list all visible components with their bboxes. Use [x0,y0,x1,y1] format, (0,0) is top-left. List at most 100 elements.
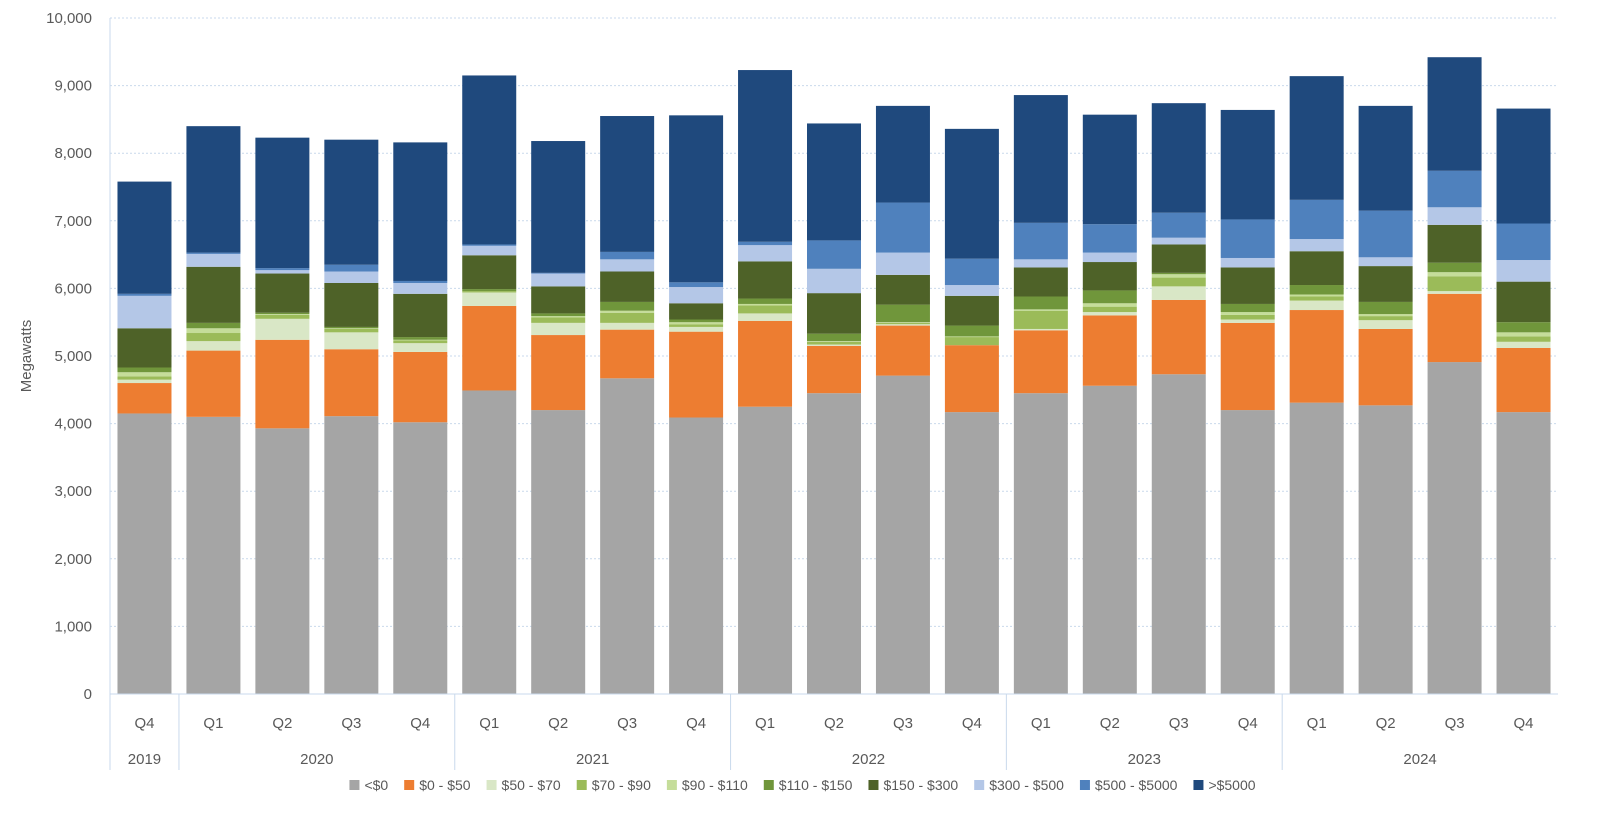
bar-segment [393,293,448,338]
legend-label: $70 - $90 [592,777,651,793]
y-tick-label: 5,000 [54,348,92,365]
bar-segment [255,312,310,315]
bar-segment [1496,332,1551,337]
bar-segment [117,379,172,384]
bar-segment [1427,276,1482,292]
bar-segment [738,241,793,246]
bar-segment [324,332,379,350]
bar-segment [875,322,930,323]
bar-segment [531,313,586,317]
bar-segment [1358,257,1413,267]
bar-segment [1427,272,1482,277]
bar-segment [669,324,724,327]
bar-segment [1427,170,1482,208]
bar-segment [738,305,793,314]
bar-segment [393,282,448,294]
bar-segment [1151,299,1206,375]
bar-segment [186,333,241,342]
bar-segment [1427,207,1482,225]
bar-segment [1013,330,1068,394]
bar-segment [669,417,724,694]
bar-segment [1151,277,1206,287]
legend-swatch [404,780,415,790]
bar-segment [1496,281,1551,323]
bar-segment [1358,328,1413,406]
bar-segment [669,303,724,320]
bar-segment [1151,286,1206,300]
legend-swatch [666,780,677,790]
bar-segment [807,341,861,342]
legend-label: $50 - $70 [502,777,561,793]
bar-segment [255,137,310,269]
bar-segment [1220,314,1275,320]
bar-segment [1496,336,1551,342]
bar-segment [1013,222,1068,260]
bar-segment [531,317,586,323]
bar-segment [186,126,241,253]
bar-segment [807,268,861,294]
x-tick-label: Q2 [824,715,844,732]
bar-segment [807,393,861,694]
bar-segment [875,375,930,694]
bar-segment [393,351,448,423]
bar-segment [600,251,655,260]
bar-segment [1082,303,1137,307]
bar-segment [393,337,448,340]
bar-segment [1013,328,1068,331]
legend-label: >$5000 [1208,777,1255,793]
bar-segment [393,339,448,341]
year-label: 2023 [1128,751,1161,768]
bar-segment [875,304,930,323]
y-tick-label: 10,000 [46,10,92,27]
bar-segment [186,253,241,267]
bar-segment [1427,57,1482,171]
y-tick-label: 0 [84,686,92,703]
bar-segment [1082,224,1137,253]
bar-segment [944,336,999,338]
year-label: 2021 [576,751,609,768]
x-tick-label: Q4 [410,715,430,732]
bar-segment [117,367,172,373]
bar-segment [600,259,655,272]
bar-segment [1082,290,1137,304]
bar-segment [255,273,310,313]
bar-segment [875,105,930,203]
bar-segment [944,337,999,346]
bar-segment [1220,303,1275,313]
bar-segment [1082,385,1137,694]
bar-segment [600,312,655,323]
axes: 0 1,000 2,000 3,000 4,000 5,000 6,000 7,000 8,00… [46,10,1558,770]
bar-segment [600,310,655,313]
legend-label: $150 - $300 [883,777,958,793]
bar-segment [944,258,999,286]
bar-segment [738,298,793,304]
bar-segment [393,280,448,283]
y-tick-label: 3,000 [54,483,92,500]
bar-segment [255,318,310,340]
bar-segment [1220,410,1275,694]
bar-segment [462,289,517,292]
bar-segment [669,322,724,325]
legend: <$0 $0 - $50 $50 - $70 $70 - $90 $90 - $110 $… [349,777,1256,793]
bar-segment [117,295,172,329]
x-tick-label: Q2 [272,715,292,732]
legend-label: $90 - $110 [682,777,748,793]
bar-segment [875,202,930,253]
bar-segment [1013,259,1068,268]
y-tick-label: 7,000 [54,213,92,230]
bar-segment [669,326,724,332]
bar-segment [186,266,241,323]
bar-segment [324,349,379,417]
bar-segment [1358,316,1413,321]
bar-segment [1289,251,1344,286]
bar-segment [944,325,999,337]
bar-segment [738,320,793,407]
bar-segment [1220,267,1275,304]
bar-segment [669,331,724,418]
bar-segment [255,268,310,271]
bar-segment [1427,293,1482,363]
bar-segment [1013,296,1068,310]
bar-segment [186,341,241,351]
legend-swatch [486,780,497,790]
